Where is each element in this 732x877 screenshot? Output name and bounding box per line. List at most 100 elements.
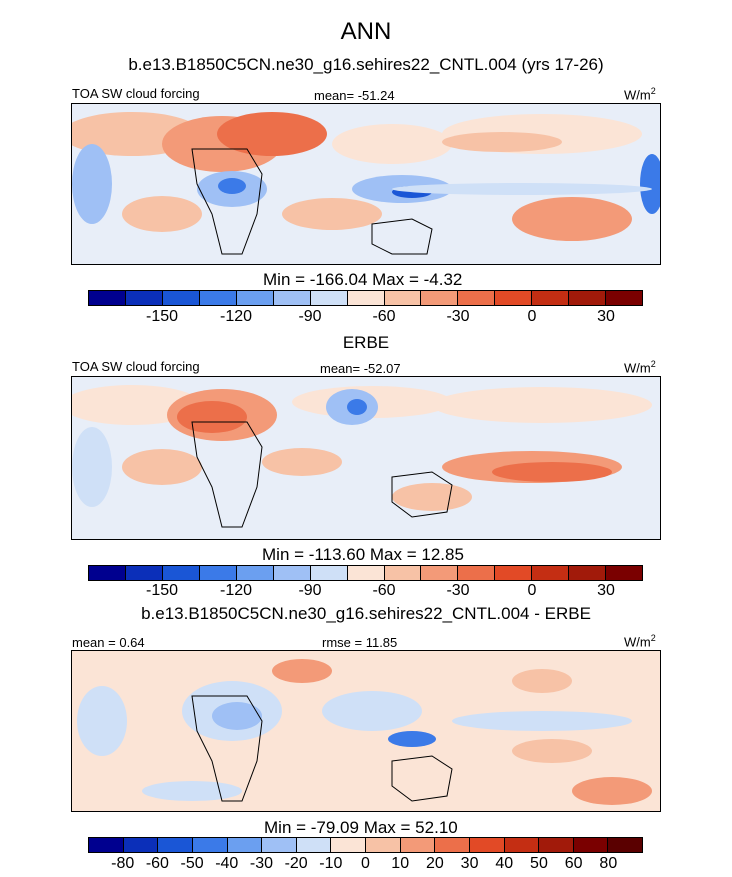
panel-2-units-label: W/m2 xyxy=(624,359,656,376)
panel-3-colorbar-ticks: -80 -60 -50 -40 -30 -20 -10 0 10 20 30 40 50 60 80 xyxy=(88,855,643,875)
colorbar-swatch xyxy=(458,291,496,305)
panel-1-minmax: Min = -166.04 Max = -4.32 xyxy=(263,270,463,289)
colorbar-swatch xyxy=(400,838,436,852)
colorbar-tick-label: -150 xyxy=(145,308,179,325)
panel-3-units-label: W/m2 xyxy=(624,633,656,650)
colorbar-tick-label: 30 xyxy=(597,582,615,599)
colorbar-swatch xyxy=(421,566,459,580)
colorbar-swatch xyxy=(606,291,643,305)
panel-1-variable-label: TOA SW cloud forcing xyxy=(72,86,200,101)
colorbar-tick-label: -20 xyxy=(284,855,308,872)
colorbar-tick-label: 10 xyxy=(391,855,410,872)
panel-3-minmax: Min = -79.09 Max = 52.10 xyxy=(264,818,458,837)
colorbar-swatch xyxy=(421,291,459,305)
colorbar-tick-label: -120 xyxy=(219,582,253,599)
panel-1-title: b.e13.B1850C5CN.ne30_g16.sehires22_CNTL.… xyxy=(128,55,604,74)
colorbar-swatch xyxy=(162,566,200,580)
colorbar-swatch xyxy=(331,838,366,852)
colorbar-tick-label: -150 xyxy=(145,582,179,599)
colorbar-swatch xyxy=(158,838,193,852)
panel-1-units-label: W/m2 xyxy=(624,86,656,103)
colorbar-swatch xyxy=(236,291,274,305)
colorbar-tick-label: -10 xyxy=(319,855,343,872)
colorbar-swatch xyxy=(569,291,607,305)
colorbar-swatch xyxy=(384,566,422,580)
colorbar-swatch xyxy=(199,566,237,580)
colorbar-swatch xyxy=(125,566,163,580)
panel-2-field xyxy=(72,377,660,539)
colorbar-swatch xyxy=(532,291,570,305)
colorbar-swatch xyxy=(296,838,332,852)
colorbar-swatch xyxy=(347,291,385,305)
panel-3-colorbar xyxy=(88,837,643,853)
colorbar-tick-label: 20 xyxy=(425,855,444,872)
colorbar-tick-label: 0 xyxy=(361,855,370,872)
colorbar-swatch xyxy=(606,566,643,580)
panel-2-colorbar-ticks: -150 -120 -90 -60 -30 0 30 xyxy=(88,582,643,602)
colorbar-swatch xyxy=(366,838,401,852)
colorbar-tick-label: -60 xyxy=(372,582,396,599)
colorbar-tick-label: 0 xyxy=(527,582,537,599)
colorbar-tick-label: -90 xyxy=(298,308,322,325)
panel-3-mean-label: mean = 0.64 xyxy=(72,635,145,650)
colorbar-swatch xyxy=(162,291,200,305)
panel-3-map xyxy=(71,650,661,812)
colorbar-swatch xyxy=(458,566,496,580)
colorbar-swatch xyxy=(532,566,570,580)
colorbar-swatch xyxy=(273,291,311,305)
colorbar-swatch xyxy=(310,566,348,580)
panel-1-map xyxy=(71,103,661,265)
colorbar-tick-label: 60 xyxy=(564,855,583,872)
panel-2-title: ERBE xyxy=(342,333,390,352)
colorbar-swatch xyxy=(573,838,609,852)
colorbar-swatch xyxy=(199,291,237,305)
colorbar-swatch xyxy=(569,566,607,580)
colorbar-tick-label: -120 xyxy=(219,308,253,325)
colorbar-swatch xyxy=(310,291,348,305)
colorbar-swatch xyxy=(469,838,505,852)
colorbar-swatch xyxy=(273,566,311,580)
panel-2-colorbar xyxy=(88,565,643,581)
panel-2-minmax: Min = -113.60 Max = 12.85 xyxy=(262,545,464,564)
panel-1-colorbar-ticks: -150 -120 -90 -60 -30 0 30 xyxy=(88,308,643,328)
colorbar-swatch xyxy=(608,838,642,852)
panel-2-map xyxy=(71,376,661,540)
colorbar-swatch xyxy=(125,291,163,305)
panel-1-mean-label: mean= -51.24 xyxy=(314,88,395,103)
colorbar-tick-label: 80 xyxy=(599,855,618,872)
panel-1-colorbar xyxy=(88,290,643,306)
panel-2-mean-label: mean= -52.07 xyxy=(320,361,401,376)
colorbar-swatch xyxy=(504,838,540,852)
colorbar-tick-label: -40 xyxy=(215,855,239,872)
colorbar-tick-label: -30 xyxy=(249,855,273,872)
panel-2-variable-label: TOA SW cloud forcing xyxy=(72,359,200,374)
panel-3-title: b.e13.B1850C5CN.ne30_g16.sehires22_CNTL.… xyxy=(141,604,591,623)
colorbar-swatch xyxy=(89,291,126,305)
colorbar-tick-label: -30 xyxy=(446,308,470,325)
colorbar-tick-label: -60 xyxy=(372,308,396,325)
colorbar-swatch xyxy=(89,838,124,852)
colorbar-tick-label: 30 xyxy=(597,308,615,325)
panel-3-field xyxy=(72,651,660,811)
colorbar-swatch xyxy=(227,838,263,852)
panel-3-rmse-label: rmse = 11.85 xyxy=(322,635,398,650)
colorbar-swatch xyxy=(262,838,297,852)
colorbar-swatch xyxy=(192,838,228,852)
colorbar-swatch xyxy=(123,838,159,852)
colorbar-tick-label: -80 xyxy=(111,855,135,872)
colorbar-swatch xyxy=(495,566,533,580)
colorbar-swatch xyxy=(539,838,574,852)
figure-title: ANN xyxy=(340,18,392,45)
colorbar-swatch xyxy=(495,291,533,305)
colorbar-tick-label: 40 xyxy=(495,855,514,872)
colorbar-tick-label: 30 xyxy=(460,855,479,872)
colorbar-tick-label: -30 xyxy=(446,582,470,599)
colorbar-swatch xyxy=(347,566,385,580)
colorbar-swatch xyxy=(384,291,422,305)
colorbar-tick-label: 50 xyxy=(530,855,548,872)
colorbar-swatch xyxy=(435,838,470,852)
colorbar-swatch xyxy=(89,566,126,580)
colorbar-tick-label: 0 xyxy=(527,308,537,325)
colorbar-tick-label: -60 xyxy=(145,855,169,872)
colorbar-tick-label: -90 xyxy=(298,582,322,599)
